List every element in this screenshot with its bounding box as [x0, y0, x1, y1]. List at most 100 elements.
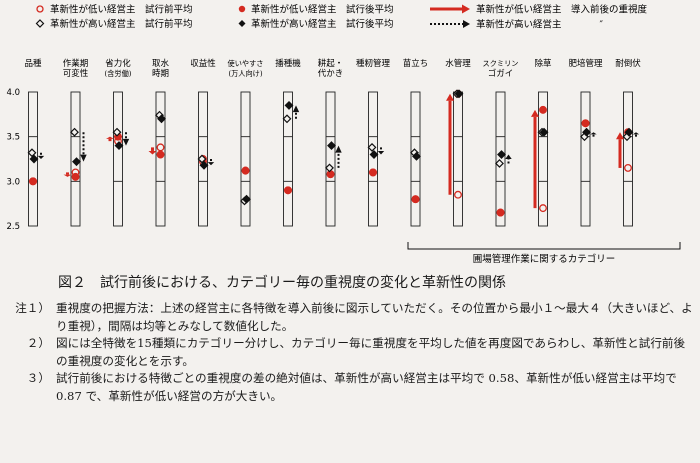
scale-bar [325, 91, 336, 227]
y-axis: 4.0 3.5 3.0 2.5 [6, 88, 20, 232]
low-change-arrow-arrowhead [148, 150, 157, 155]
category-label: 代かき [318, 68, 344, 79]
figure-caption: 図２ 試行前後における、カテゴリー毎の重視度の変化と革新性の関係 [58, 275, 506, 291]
low-change-arrow-arrowhead [531, 109, 539, 117]
y-tick-label: 2.5 [6, 222, 20, 232]
category-label: 水管理 [445, 58, 471, 69]
category-label: 作業期 [63, 58, 89, 69]
high-change-arrow-arrowhead [37, 155, 45, 159]
low-after-point [326, 170, 335, 179]
note-1: 注１） 重視度の把握方法：上述の経営主に各特徴を導入前後に図示していただく。その… [6, 300, 694, 335]
note-number: 注１） [15, 301, 50, 315]
high-before-point [367, 142, 377, 152]
category-label: (含労働) [104, 69, 131, 78]
low-change-arrow-arrowhead [63, 174, 72, 177]
high-after-point [284, 100, 294, 110]
high-before-point [70, 127, 79, 137]
high-change-arrow-arrowhead [207, 162, 215, 166]
category-label: 時期 [152, 69, 169, 79]
y-tick-label: 3.0 [6, 177, 20, 187]
high-after-point [242, 194, 251, 204]
low-after-point [241, 166, 250, 175]
category-column: 品種 [24, 58, 45, 227]
category-label: スクミリン [483, 59, 519, 68]
high-change-arrow-arrowhead [80, 154, 87, 162]
legend-high-change: 革新性が高い経営主 ″ [476, 19, 604, 31]
note-text: 重視度の把握方法：上述の経営主に各特徴を導入前後に図示していただく。その位置から… [56, 301, 693, 333]
scale-bar [538, 91, 548, 227]
legend-low-before: 革新性が低い経営主 試行前平均 [50, 4, 193, 16]
note-2: ２） 図には全特徴を15種類にカテゴリー分けし、カテゴリー毎に重視度を平均した値… [6, 335, 694, 370]
scale-bar [70, 91, 81, 227]
category-label: 可変性 [63, 68, 89, 79]
category-label: 省力化 [105, 58, 131, 69]
high-after-point [369, 150, 379, 159]
high-after-point [454, 89, 464, 99]
high-after-point [539, 127, 549, 137]
high-before-point [112, 127, 122, 137]
category-label: 耐倒伏 [615, 58, 641, 69]
legend-high-after: 革新性が高い経営主 試行後平均 [251, 18, 394, 30]
high-after-point [72, 157, 81, 167]
scale-bar [283, 91, 293, 227]
note-number: ２） [26, 336, 50, 350]
scale-bar [410, 91, 421, 227]
high-after-point [327, 141, 336, 151]
group-bracket [407, 242, 681, 250]
low-after-point [581, 119, 590, 128]
category-column: 種籾管理 [356, 58, 391, 227]
scale-bar [240, 91, 251, 227]
legend-high-after-marker [238, 20, 246, 27]
legend-low-after-marker [238, 5, 246, 13]
low-before-point [156, 143, 165, 152]
category-label: 肥培管理 [568, 58, 603, 69]
category-column: 省力化(含労働) [104, 58, 132, 227]
high-before-point [197, 154, 207, 164]
category-column: 耕起・代かき [318, 58, 344, 227]
legend-low-before-marker [36, 5, 44, 13]
y-tick-label: 4.0 [6, 88, 20, 98]
low-after-point [156, 150, 165, 159]
high-change-arrow-arrowhead [632, 132, 640, 135]
scale-bar [623, 91, 633, 227]
legend-high-change-arrowhead [463, 20, 470, 28]
category-column: 水管理 [445, 58, 471, 227]
note-text: 試行前後における特徴ごとの重視度の差の絶対値は、革新性が高い経営主は平均で 0.… [56, 371, 677, 403]
category-label: 除草 [534, 58, 552, 69]
category-label: 苗立ち [403, 58, 429, 69]
high-before-point [325, 163, 334, 173]
low-after-point [496, 208, 505, 217]
low-change-arrow-arrowhead [106, 136, 114, 139]
low-after-point [284, 186, 292, 195]
note-number: ３） [26, 371, 50, 385]
high-after-point [624, 127, 634, 137]
category-label: 播種機 [275, 58, 301, 69]
figure: 革新性が低い経営主 試行前平均 革新性が高い経営主 試行前平均 革新性が低い経営… [6, 4, 681, 265]
category-column: 使いやすさ(万人向け) [228, 59, 263, 227]
high-after-point [412, 151, 421, 161]
legend-low-change-arrowhead [462, 4, 470, 14]
legend: 革新性が低い経営主 試行前平均 革新性が高い経営主 試行前平均 革新性が低い経営… [35, 4, 648, 31]
high-after-point [582, 127, 591, 137]
low-after-point [29, 177, 37, 186]
category-label: 収益性 [190, 58, 216, 69]
y-tick-label: 3.5 [6, 133, 20, 143]
low-after-point [369, 168, 377, 177]
low-before-point [624, 163, 632, 172]
scale-bar [453, 91, 463, 227]
low-before-point [539, 204, 547, 213]
scale-bar [368, 91, 378, 227]
high-before-point [27, 148, 37, 158]
note-text: 図には全特徴を15種類にカテゴリー分けし、カテゴリー毎に重視度を平均した値を再度… [56, 336, 686, 368]
category-label: 種籾管理 [356, 58, 391, 69]
high-after-point [497, 150, 506, 159]
high-after-point [114, 141, 124, 151]
legend-high-before: 革新性が高い経営主 試行前平均 [50, 18, 193, 30]
note-3: ３） 試行前後における特徴ごとの重視度の差の絶対値は、革新性が高い経営主は平均で… [6, 370, 694, 405]
category-label: 取水 [152, 58, 170, 69]
low-after-point [539, 105, 547, 114]
category-column: 播種機 [275, 58, 301, 227]
